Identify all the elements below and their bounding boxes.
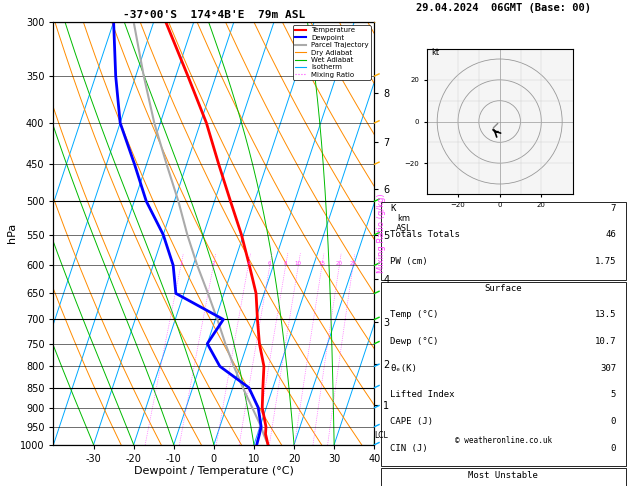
Text: © weatheronline.co.uk: © weatheronline.co.uk: [455, 435, 552, 445]
Text: CAPE (J): CAPE (J): [391, 417, 433, 426]
Legend: Temperature, Dewpoint, Parcel Trajectory, Dry Adiabat, Wet Adiabat, Isotherm, Mi: Temperature, Dewpoint, Parcel Trajectory…: [293, 25, 370, 80]
Text: K: K: [391, 204, 396, 213]
Text: PW (cm): PW (cm): [391, 257, 428, 266]
Text: Temp (°C): Temp (°C): [391, 311, 439, 319]
Text: Lifted Index: Lifted Index: [391, 390, 455, 399]
Y-axis label: hPa: hPa: [7, 223, 17, 243]
Text: 8: 8: [284, 261, 287, 266]
Text: LCL: LCL: [375, 431, 388, 439]
Text: 29.04.2024  06GMT (Base: 00): 29.04.2024 06GMT (Base: 00): [416, 3, 591, 14]
Text: 0: 0: [611, 444, 616, 452]
Text: 5: 5: [611, 390, 616, 399]
Text: 25: 25: [350, 261, 357, 266]
Text: CIN (J): CIN (J): [391, 444, 428, 452]
Text: 7: 7: [611, 204, 616, 213]
Text: Surface: Surface: [484, 284, 522, 293]
Text: 15: 15: [318, 261, 325, 266]
Text: 10: 10: [295, 261, 302, 266]
Bar: [381, 469, 626, 486]
Text: 2: 2: [211, 261, 215, 266]
Text: Totals Totals: Totals Totals: [391, 230, 460, 239]
Text: 1: 1: [179, 261, 182, 266]
Text: 20: 20: [336, 261, 343, 266]
Bar: [381, 202, 626, 279]
Title: -37°00'S  174°4B'E  79m ASL: -37°00'S 174°4B'E 79m ASL: [123, 10, 305, 20]
Text: Dewp (°C): Dewp (°C): [391, 337, 439, 346]
Text: Most Unstable: Most Unstable: [468, 470, 538, 480]
Text: 10.7: 10.7: [594, 337, 616, 346]
X-axis label: Dewpoint / Temperature (°C): Dewpoint / Temperature (°C): [134, 467, 294, 476]
Text: 6: 6: [268, 261, 272, 266]
Text: 1.75: 1.75: [594, 257, 616, 266]
Text: kt: kt: [431, 48, 439, 57]
Bar: [381, 282, 626, 466]
Text: Mixing Ratio (g/kg): Mixing Ratio (g/kg): [377, 193, 386, 273]
Text: θₑ(K): θₑ(K): [391, 364, 417, 373]
Text: 46: 46: [605, 230, 616, 239]
Text: 307: 307: [600, 364, 616, 373]
Text: 13.5: 13.5: [594, 311, 616, 319]
Text: 4: 4: [247, 261, 250, 266]
Y-axis label: km
ASL: km ASL: [396, 214, 411, 233]
Text: 0: 0: [611, 417, 616, 426]
